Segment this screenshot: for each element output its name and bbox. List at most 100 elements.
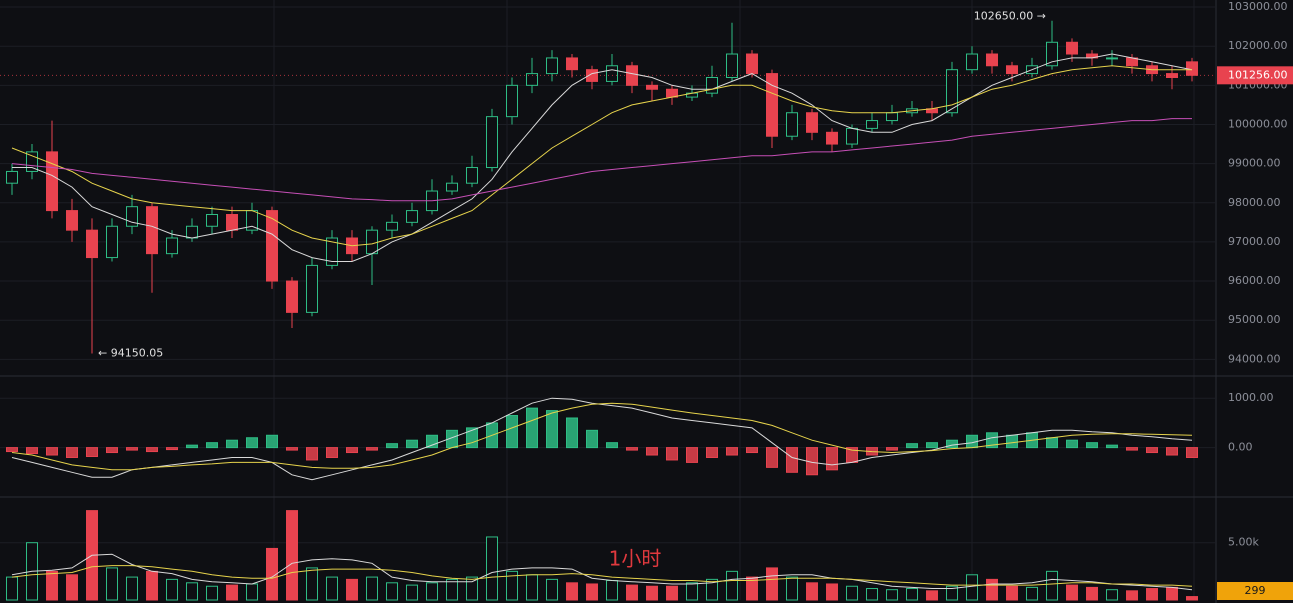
candle-body [486,116,498,169]
volume-bar [186,582,198,601]
macd-bar [426,434,438,449]
volume-bar [226,584,238,601]
volume-bar [766,567,778,601]
macd-bar [746,447,758,454]
candle-body [366,229,378,255]
volume-bar [926,590,938,601]
volume-bar [586,583,598,601]
candle-body [506,84,518,118]
macd-bar [1186,447,1198,458]
candle-body [746,53,758,75]
y-tick-label: 95000.00 [1228,313,1281,326]
volume-bar [646,585,658,601]
macd-bar [706,447,718,458]
y-tick-label: 103000.00 [1228,0,1288,13]
volume-bar [706,578,718,601]
candle-body [386,221,398,231]
volume-bar [146,570,158,601]
candle-body [446,182,458,192]
volume-bar [126,576,138,601]
candle-body [166,237,178,255]
volume-bar [886,589,898,601]
volume-bar [466,576,478,601]
macd-bar [1166,447,1178,456]
last-volume-label: 299 [1245,584,1266,597]
volume-bar [1026,586,1038,601]
y-tick-label: 0.00 [1228,441,1253,454]
last-price-tag [1217,66,1293,85]
volume-bar [406,584,418,601]
macd-bar [546,410,558,449]
macd-bar [566,417,578,449]
volume-bar [306,567,318,601]
macd-bar [186,444,198,449]
indicator-line [11,118,1192,202]
volume-bar [246,583,258,601]
macd-bar [686,447,698,463]
y-tick-label: 96000.00 [1228,274,1281,287]
macd-bar [1146,447,1158,454]
macd-bar [46,447,58,456]
candle-body [66,210,78,231]
volume-bar [566,582,578,601]
candle-body [646,84,658,90]
candle-body [766,73,778,137]
volume-bar [846,585,858,601]
indicator-line [11,402,1193,471]
y-tick-label: 94000.00 [1228,352,1281,365]
macd-bar [366,447,378,451]
interval-label: 1小时 [609,547,662,571]
macd-bar [86,447,98,457]
candle-body [1106,57,1118,60]
macd-bar [666,447,678,461]
macd-bar [726,447,738,456]
indicator-line [11,65,1192,247]
candle-body [146,206,158,255]
macd-bar [346,447,358,454]
volume-bar [806,582,818,601]
candle-body [226,214,238,231]
candle-body [6,170,18,184]
macd-bar [106,447,118,454]
volume-bar [206,585,218,601]
candle-body [966,53,978,71]
volume-bar [986,578,998,601]
volume-bar [46,570,58,601]
indicator-line [11,565,1193,587]
macd-bar [6,447,18,453]
macd-bar [1066,439,1078,449]
macd-bar [326,447,338,458]
candle-body [266,210,278,282]
macd-bar [406,439,418,449]
macd-bar [526,407,538,449]
candle-body [306,264,318,313]
macd-bar [166,447,178,451]
volume-bar [1126,590,1138,601]
y-tick-label: 102000.00 [1228,39,1288,52]
candle-body [206,214,218,227]
candle-body [806,112,818,133]
macd-bar [986,432,998,449]
macd-bar [26,447,38,455]
volume-bar [446,578,458,601]
candle-body [26,151,38,172]
macd-bar [886,447,898,451]
candle-body [826,131,838,145]
volume-bar [166,578,178,601]
candle-body [946,69,958,114]
volume-bar [546,578,558,601]
macd-bar [1006,434,1018,449]
macd-bar [126,447,138,451]
volume-bar [606,580,618,601]
macd-bar [246,437,258,449]
volume-bar [1046,570,1058,601]
macd-bar [646,447,658,456]
candle-body [106,225,118,259]
volume-bar [686,582,698,601]
macd-bar [206,442,218,449]
last-volume-tag [1217,582,1293,600]
candle-body [86,229,98,259]
extreme-label: 102650.00 → [974,10,1046,23]
volume-bar [486,536,498,601]
